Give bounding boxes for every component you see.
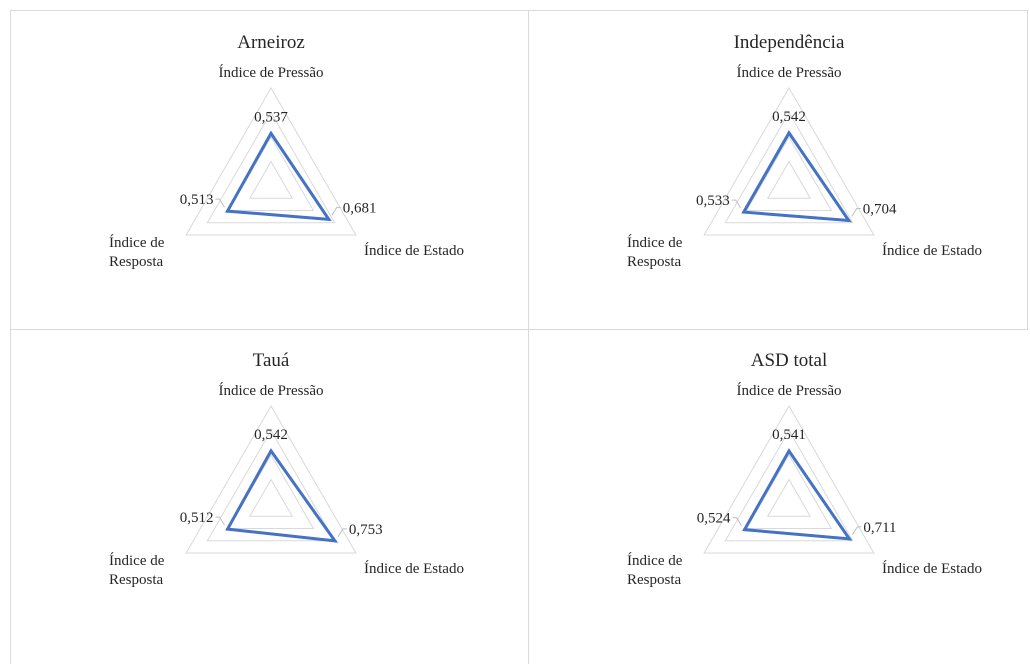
axis-label-estado: Índice de Estado bbox=[364, 242, 464, 259]
axis-label-resposta: Índice de Resposta bbox=[627, 234, 683, 270]
axis-label-pressao: Índice de Pressão bbox=[737, 64, 842, 81]
data-label-pressao: 0,541 bbox=[772, 427, 806, 443]
radar-chart-arneiroz: Arneiroz Índice de Pressão Índice de Estad… bbox=[109, 32, 464, 270]
data-point-2 bbox=[226, 527, 230, 531]
grid-ring-3 bbox=[724, 429, 854, 542]
grid-ring-1 bbox=[766, 160, 812, 199]
grid-ring-2 bbox=[227, 135, 315, 211]
data-label-resposta: 0,513 bbox=[180, 192, 214, 208]
leader-line-resposta bbox=[732, 517, 742, 526]
radar-chart-taua: Tauá Índice de Pressão Índice de Estado Índ… bbox=[109, 350, 464, 588]
grid-ring-3 bbox=[206, 111, 336, 224]
data-label-pressao: 0,542 bbox=[254, 427, 288, 443]
grid-ring-2 bbox=[745, 453, 833, 529]
radar-chart-panel-asd-total: ASD total Índice de Pressão Índice de Esta… bbox=[528, 329, 1028, 664]
leader-line-resposta bbox=[215, 198, 225, 208]
data-point-1 bbox=[327, 217, 331, 221]
axis-label-resposta: Índice de Resposta bbox=[109, 234, 165, 270]
data-label-pressao: 0,542 bbox=[772, 109, 806, 125]
leader-line-estado bbox=[337, 528, 347, 538]
series-polygon bbox=[225, 130, 332, 222]
data-point-1 bbox=[847, 537, 851, 541]
radar-chart-independencia: Independência Índice de Pressão Índice de … bbox=[627, 32, 982, 270]
data-point-2 bbox=[743, 528, 747, 532]
series-polygon bbox=[225, 448, 339, 543]
data-label-resposta: 0,533 bbox=[696, 193, 730, 209]
data-label-estado: 0,711 bbox=[863, 520, 896, 536]
grid-ring-4 bbox=[703, 86, 875, 236]
axis-label-resposta: Índice de Resposta bbox=[109, 552, 165, 588]
grid-ring-3 bbox=[724, 111, 854, 224]
grid-ring-2 bbox=[745, 135, 833, 211]
radar-chart-asd-total: ASD total Índice de Pressão Índice de Esta… bbox=[627, 350, 982, 588]
grid-ring-3 bbox=[206, 429, 336, 542]
radar-chart-panel-arneiroz: Arneiroz Índice de Pressão Índice de Estad… bbox=[10, 10, 529, 330]
data-label-resposta: 0,524 bbox=[697, 511, 731, 527]
chart-title: Tauá bbox=[253, 350, 290, 371]
data-label-pressao: 0,537 bbox=[254, 109, 288, 125]
leader-line-estado bbox=[851, 207, 861, 217]
grid-ring-4 bbox=[185, 86, 357, 236]
data-point-0 bbox=[787, 131, 791, 135]
chart-title: ASD total bbox=[751, 350, 828, 371]
series-polygon bbox=[741, 130, 852, 223]
data-label-estado: 0,704 bbox=[863, 201, 897, 217]
data-label-estado: 0,753 bbox=[349, 522, 383, 538]
data-point-2 bbox=[225, 209, 229, 213]
series-polygon bbox=[742, 448, 853, 541]
data-point-0 bbox=[269, 131, 273, 135]
grid-ring-1 bbox=[248, 160, 294, 199]
grid-ring-1 bbox=[248, 478, 294, 517]
leader-line-estado bbox=[331, 206, 341, 216]
axis-label-pressao: Índice de Pressão bbox=[737, 382, 842, 399]
data-point-2 bbox=[742, 210, 746, 214]
leader-line-resposta bbox=[215, 516, 225, 526]
data-point-0 bbox=[269, 449, 273, 453]
leader-line-estado bbox=[851, 526, 862, 536]
axis-label-resposta: Índice de Resposta bbox=[627, 552, 683, 588]
chart-title: Independência bbox=[734, 32, 845, 53]
grid-ring-4 bbox=[185, 404, 357, 554]
radar-chart-panel-taua: Tauá Índice de Pressão Índice de Estado Índ… bbox=[10, 329, 529, 664]
grid-ring-1 bbox=[766, 478, 812, 517]
axis-label-estado: Índice de Estado bbox=[882, 242, 982, 259]
axis-label-pressao: Índice de Pressão bbox=[219, 382, 324, 399]
axis-label-estado: Índice de Estado bbox=[882, 560, 982, 577]
axis-label-pressao: Índice de Pressão bbox=[219, 64, 324, 81]
axis-label-estado: Índice de Estado bbox=[364, 560, 464, 577]
data-label-estado: 0,681 bbox=[343, 200, 377, 216]
radar-chart-panel-independencia: Independência Índice de Pressão Índice de … bbox=[528, 10, 1028, 330]
data-point-1 bbox=[847, 218, 851, 222]
data-point-0 bbox=[787, 449, 791, 453]
data-label-resposta: 0,512 bbox=[180, 510, 214, 526]
grid-ring-4 bbox=[703, 404, 875, 554]
leader-line-resposta bbox=[731, 199, 742, 209]
data-point-1 bbox=[333, 539, 337, 543]
chart-title: Arneiroz bbox=[237, 32, 305, 53]
